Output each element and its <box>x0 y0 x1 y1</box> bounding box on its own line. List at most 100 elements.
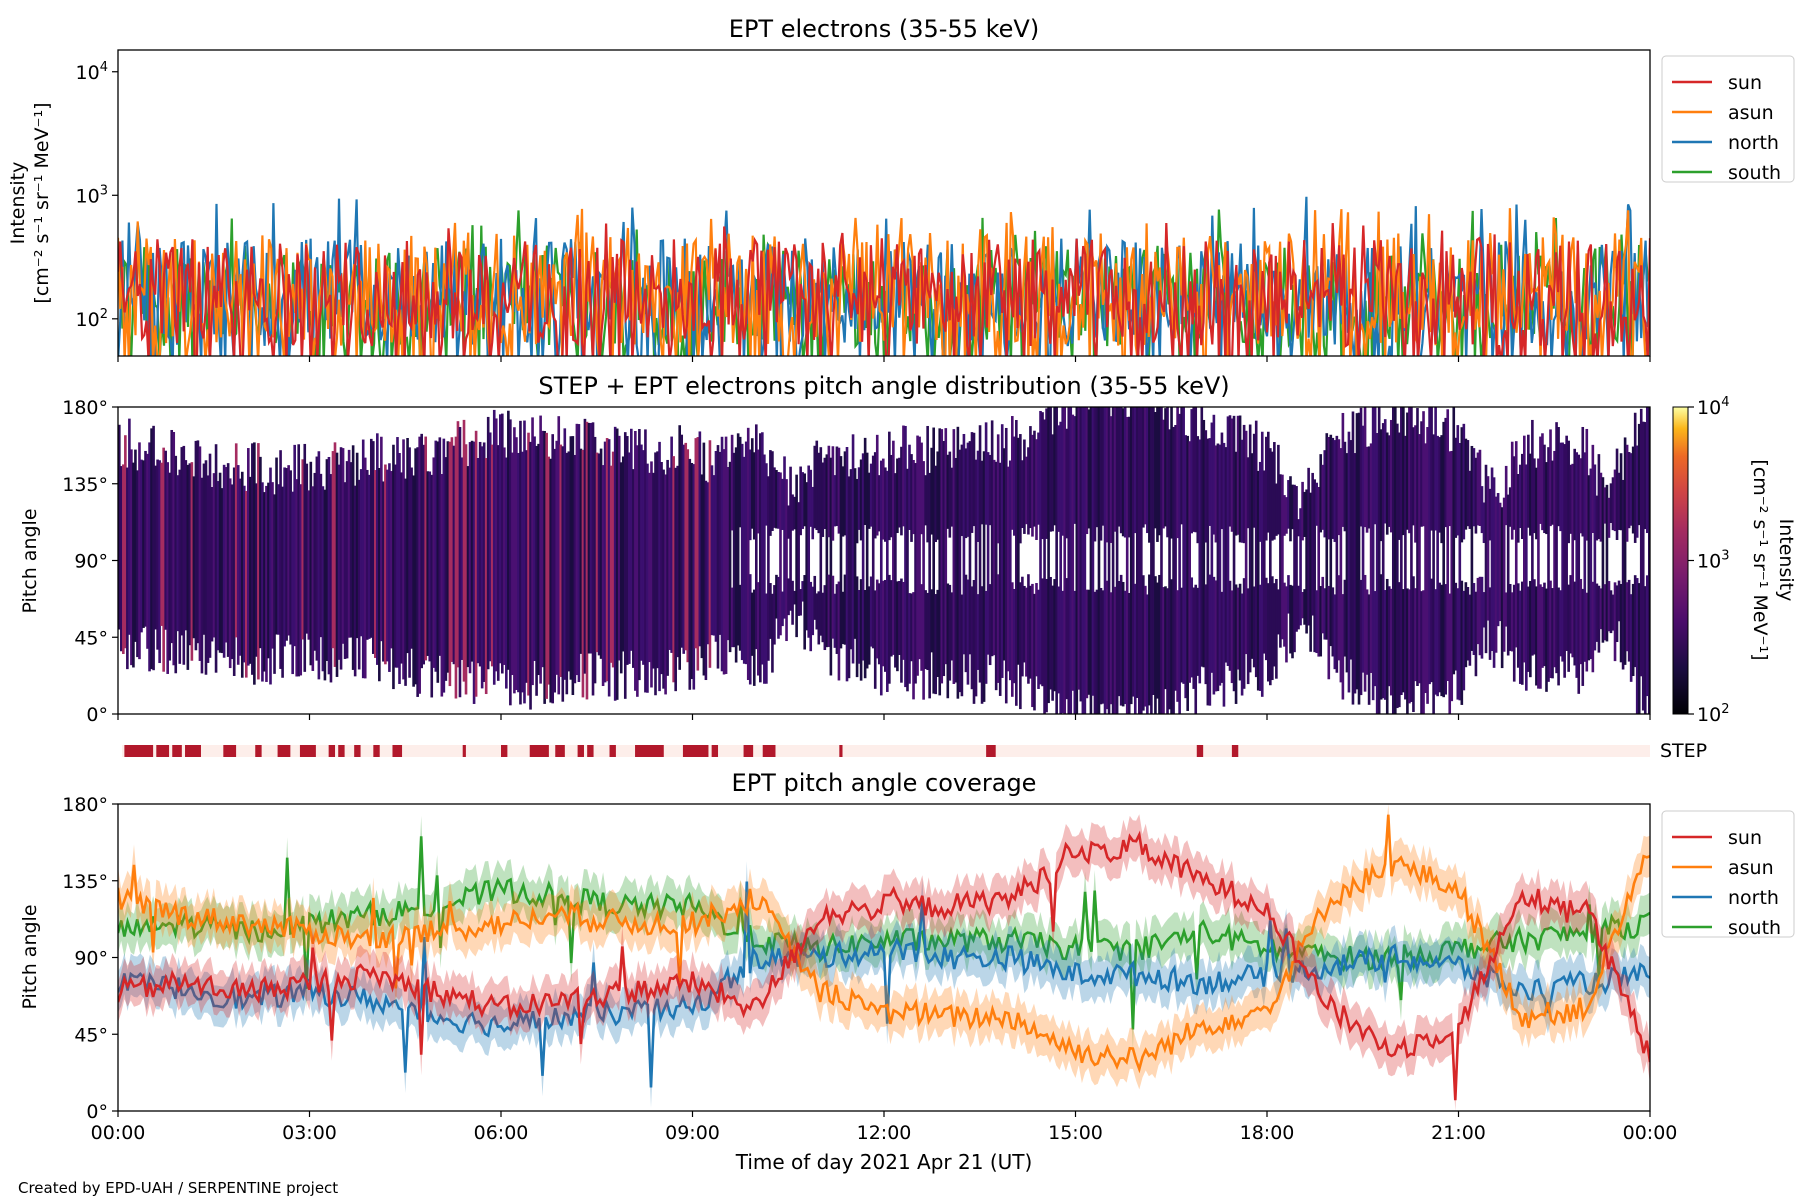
pad-cell <box>956 426 960 699</box>
pad-cell <box>1529 580 1532 678</box>
pad-cell <box>1631 583 1635 676</box>
pad-cell <box>946 454 950 529</box>
pad-cell <box>757 449 760 534</box>
pad-cell <box>1119 407 1123 534</box>
pad-cell <box>1113 586 1117 714</box>
pad-cell <box>1192 587 1196 689</box>
pad-cell <box>1133 407 1137 534</box>
pad-cell <box>1333 440 1337 542</box>
pad-cell <box>1504 592 1508 627</box>
pad-cell <box>1105 407 1109 543</box>
pad-cell <box>1456 588 1460 700</box>
pad-cell <box>176 475 180 632</box>
pad-cell <box>289 470 292 645</box>
pad-cell <box>952 429 956 684</box>
pad-cell <box>654 452 657 696</box>
pad-cell <box>1232 415 1236 692</box>
pad-cell <box>1166 407 1169 538</box>
pad-cell <box>795 474 798 638</box>
pad-cell <box>166 462 169 674</box>
pad-cell <box>1369 443 1373 673</box>
pad-cell <box>134 449 137 642</box>
pad-cell <box>196 440 200 644</box>
pad-cell <box>486 416 490 670</box>
pad-cell <box>1351 411 1355 705</box>
pad-cell <box>305 463 309 634</box>
pad-cell <box>980 460 984 525</box>
pad-cell <box>1406 412 1409 530</box>
pad-cell <box>1520 581 1524 685</box>
pad-cell <box>859 579 863 681</box>
pad-cell <box>1460 580 1464 705</box>
step-label: STEP <box>1660 740 1707 762</box>
pad-cell <box>1135 407 1139 698</box>
pad-cell <box>625 436 629 665</box>
pad-cell <box>1597 454 1601 540</box>
pad-cell <box>750 592 754 656</box>
pad-cell <box>1230 418 1234 532</box>
pad-cell <box>1545 588 1548 692</box>
pad-cell <box>521 451 524 693</box>
pad-cell <box>1619 583 1623 663</box>
pad-cell <box>1327 436 1331 540</box>
pad-cell <box>1301 481 1304 541</box>
pad-cell <box>1349 440 1353 660</box>
pad-cell <box>1095 589 1099 714</box>
pad-cell <box>950 467 954 527</box>
intensity-ylabel-line2: [cm⁻² s⁻¹ sr⁻¹ MeV⁻¹] <box>31 102 53 303</box>
pad-cell <box>1639 408 1643 677</box>
pad-cell <box>307 490 311 640</box>
pad-cell <box>908 593 911 684</box>
pad-cell <box>432 457 436 668</box>
pad-cell <box>752 589 756 686</box>
pad-cell <box>863 437 867 526</box>
pad-cell <box>1567 584 1570 672</box>
pad-cell <box>1137 407 1141 714</box>
pad-cell <box>988 584 992 666</box>
coverage-ylabel: Pitch angle <box>19 904 41 1009</box>
pad-cell <box>1541 586 1544 668</box>
pad-cell <box>680 434 684 648</box>
colorbar-ticks: 102 103 104 <box>1688 395 1729 726</box>
pad-cell <box>277 484 280 635</box>
pad-cell <box>507 410 510 670</box>
coverage-legend-label-asun: asun <box>1728 857 1774 879</box>
pad-cell <box>843 451 847 536</box>
pad-cell <box>902 425 905 527</box>
pad-cell <box>886 470 889 692</box>
pad-cell <box>720 436 724 672</box>
pad-cell <box>936 451 940 540</box>
intensity-panel: EPT electrons (35-55 keV) 102 103 104 Inte… <box>7 15 1795 362</box>
coverage-ytick-label: 90° <box>74 948 108 970</box>
pad-cell <box>1422 411 1425 527</box>
pad-cell <box>1013 436 1016 536</box>
pad-cell <box>494 418 498 672</box>
pad-cell <box>1250 453 1254 659</box>
coverage-xtick-label: 09:00 <box>665 1122 720 1144</box>
pad-cell <box>571 436 575 696</box>
pad-cell <box>1277 444 1280 535</box>
pad-cell <box>650 461 653 688</box>
pad-cell <box>523 420 526 704</box>
pad-cell <box>978 425 982 683</box>
pad-cell <box>1131 407 1135 697</box>
pad-cell <box>1148 407 1151 543</box>
pad-cell <box>1258 584 1262 691</box>
pad-cell <box>873 452 877 539</box>
pad-cell <box>1387 586 1391 687</box>
pad-cell <box>569 436 573 680</box>
pad-cell <box>1071 414 1075 691</box>
pad-cell <box>1595 495 1599 541</box>
pad-cell <box>1015 420 1018 706</box>
pad-cell <box>287 465 290 636</box>
pad-cell <box>1226 416 1230 666</box>
pad-cell <box>1119 574 1123 706</box>
pad-cell <box>1341 412 1345 527</box>
pad-cell <box>456 421 460 668</box>
pad-cell <box>817 452 821 534</box>
pad-cell <box>1474 457 1478 534</box>
pad-cell <box>1033 593 1036 711</box>
pad-cell <box>1190 577 1194 678</box>
pad-cell <box>1607 581 1611 632</box>
pad-cell <box>609 465 613 663</box>
